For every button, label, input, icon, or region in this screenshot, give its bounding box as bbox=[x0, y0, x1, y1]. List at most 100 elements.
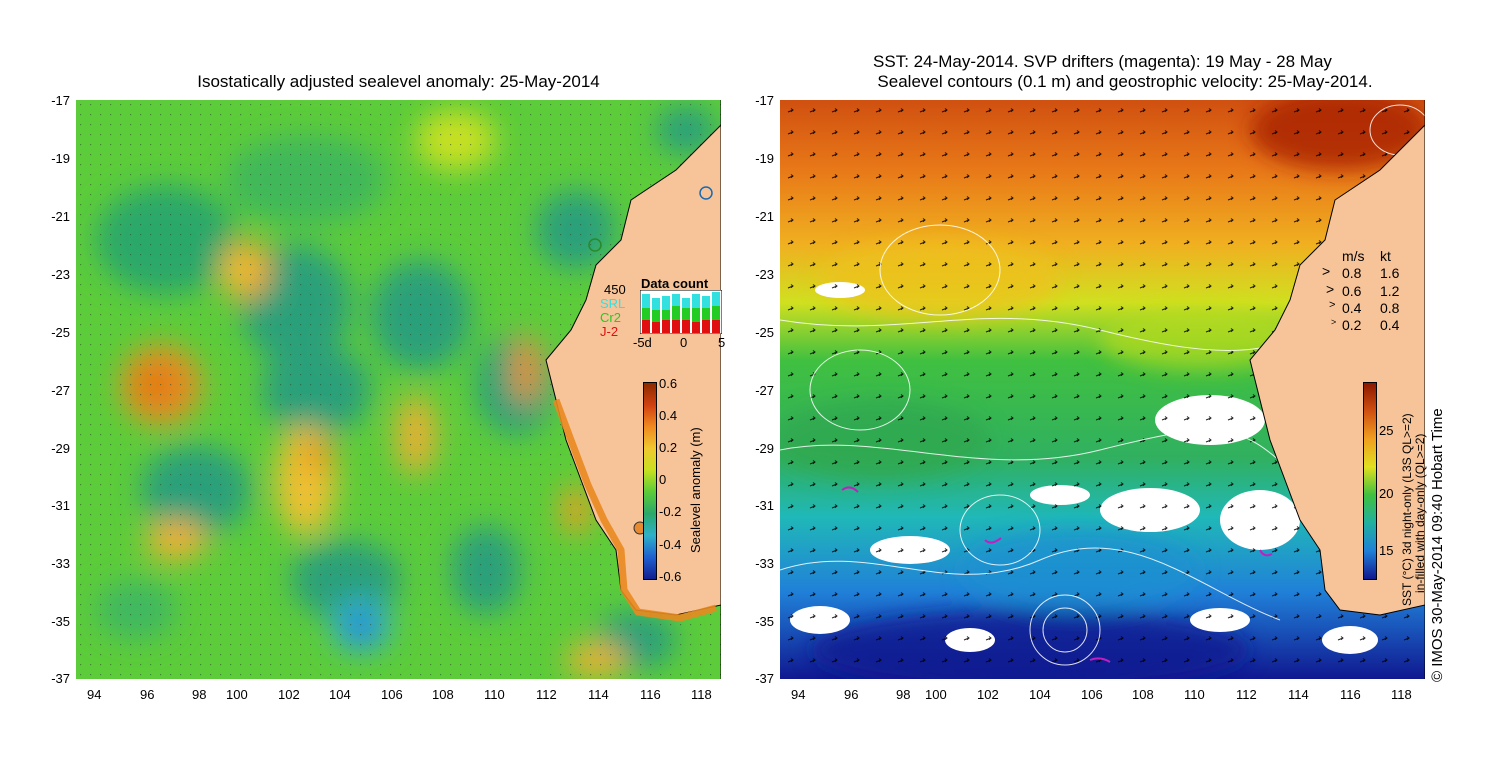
lat-tick: -37 bbox=[51, 671, 70, 686]
lat-tick: -19 bbox=[51, 151, 70, 166]
data-count-max: 450 bbox=[604, 282, 626, 297]
lat-tick: -37 bbox=[755, 671, 774, 686]
data-count-xtick: -5d bbox=[633, 335, 652, 350]
lon-tick: 104 bbox=[329, 687, 351, 702]
lat-tick: -29 bbox=[51, 441, 70, 456]
sst-map bbox=[780, 100, 1425, 679]
data-count-title: Data count bbox=[641, 276, 709, 291]
bar-stack bbox=[662, 296, 670, 333]
sealevel-anomaly-field bbox=[76, 100, 721, 679]
bar-stack bbox=[712, 292, 720, 333]
lon-tick: 118 bbox=[1391, 687, 1412, 702]
lon-tick: 110 bbox=[484, 687, 505, 702]
lat-tick: -33 bbox=[51, 556, 70, 571]
lat-tick: -21 bbox=[51, 209, 70, 224]
lon-tick: 116 bbox=[1340, 687, 1361, 702]
lat-tick: -25 bbox=[51, 325, 70, 340]
velocity-ms: 0.8 bbox=[1342, 265, 1362, 281]
sst-colorbar-tick: 15 bbox=[1379, 543, 1394, 558]
lat-tick: -33 bbox=[755, 556, 774, 571]
lon-tick: 98 bbox=[192, 687, 207, 702]
bar-stack bbox=[642, 294, 650, 333]
lat-tick: -19 bbox=[755, 151, 774, 166]
sst-field bbox=[780, 100, 1425, 679]
lon-tick: 104 bbox=[1029, 687, 1051, 702]
left-map-title: Isostatically adjusted sealevel anomaly:… bbox=[197, 72, 600, 91]
right-map-title-line1: SST: 24-May-2014. SVP drifters (magenta)… bbox=[873, 52, 1332, 71]
data-count-bars bbox=[640, 290, 722, 334]
velocity-ms: 0.6 bbox=[1342, 283, 1362, 299]
data-count-xtick: 5 bbox=[718, 335, 726, 350]
lat-tick: -29 bbox=[755, 441, 774, 456]
velocity-kt: 1.6 bbox=[1380, 265, 1400, 281]
colorbar-tick: 0 bbox=[659, 472, 667, 487]
sealevel-contours bbox=[780, 104, 1425, 666]
lat-tick: -23 bbox=[51, 267, 70, 282]
lat-tick: -23 bbox=[755, 267, 774, 282]
velocity-kt: 0.8 bbox=[1380, 300, 1400, 316]
lon-tick: 102 bbox=[278, 687, 300, 702]
lat-tick: -35 bbox=[51, 614, 70, 629]
velocity-header-kt: kt bbox=[1380, 248, 1391, 264]
svp-drifters bbox=[841, 486, 1273, 663]
lon-tick: 102 bbox=[977, 687, 999, 702]
lon-tick: 118 bbox=[691, 687, 712, 702]
sst-colorbar-label-line2: in-filled with day-only (QL>=2) bbox=[1413, 433, 1427, 593]
bar-stack bbox=[652, 298, 660, 333]
imos-credit: © IMOS 30-May-2014 09:40 Hobart Time bbox=[1429, 408, 1446, 682]
velocity-kt: 1.2 bbox=[1380, 283, 1400, 299]
lat-tick: -27 bbox=[51, 383, 70, 398]
colorbar-tick: -0.2 bbox=[659, 504, 682, 519]
velocity-kt: 0.4 bbox=[1380, 317, 1400, 333]
colorbar-tick: 0.2 bbox=[659, 440, 678, 455]
lat-tick: -17 bbox=[755, 93, 774, 108]
bar-stack bbox=[692, 294, 700, 333]
legend-j2: J-2 bbox=[600, 324, 619, 339]
sst-colorbar-tick: 20 bbox=[1379, 486, 1394, 501]
velocity-ms: 0.2 bbox=[1342, 317, 1362, 333]
lat-tick: -35 bbox=[755, 614, 774, 629]
lon-tick: 106 bbox=[381, 687, 403, 702]
lon-tick: 98 bbox=[896, 687, 911, 702]
lon-tick: 112 bbox=[536, 687, 557, 702]
velocity-arrow-icon: > bbox=[1322, 263, 1331, 279]
sealevel-anomaly-map bbox=[76, 100, 721, 679]
colorbar-tick: 0.6 bbox=[659, 376, 678, 391]
data-count-xtick: 0 bbox=[680, 335, 688, 350]
lon-tick: 112 bbox=[1236, 687, 1257, 702]
lon-tick: 116 bbox=[640, 687, 661, 702]
lat-tick: -17 bbox=[51, 93, 70, 108]
lon-tick: 114 bbox=[1288, 687, 1309, 702]
colorbar-tick: -0.4 bbox=[659, 537, 682, 552]
bar-stack bbox=[682, 298, 690, 333]
lon-tick: 96 bbox=[844, 687, 859, 702]
lon-tick: 100 bbox=[226, 687, 248, 702]
colorbar-tick: -0.6 bbox=[659, 569, 682, 584]
sealevel-colorbar-gradient bbox=[643, 382, 657, 580]
sst-colorbar-gradient bbox=[1363, 382, 1377, 580]
lon-tick: 100 bbox=[925, 687, 947, 702]
legend-cr2: Cr2 bbox=[600, 310, 621, 325]
lon-tick: 94 bbox=[87, 687, 102, 702]
sealevel-colorbar-label: Sealevel anomaly (m) bbox=[688, 427, 703, 553]
bar-stack bbox=[672, 294, 680, 333]
legend-srl: SRL bbox=[600, 296, 626, 311]
velocity-arrow-icon: > bbox=[1331, 317, 1337, 327]
lon-tick: 110 bbox=[1184, 687, 1205, 702]
velocity-ms: 0.4 bbox=[1342, 300, 1362, 316]
sst-colorbar-label-line1: SST (°C) 3d night-only (L3S QL>=2) bbox=[1400, 413, 1414, 606]
lat-tick: -31 bbox=[51, 498, 70, 513]
colorbar-tick: 0.4 bbox=[659, 408, 678, 423]
lat-tick: -25 bbox=[755, 325, 774, 340]
lon-tick: 108 bbox=[1132, 687, 1154, 702]
velocity-arrow-icon: > bbox=[1329, 299, 1336, 311]
right-map-title-line2: Sealevel contours (0.1 m) and geostrophi… bbox=[877, 72, 1373, 91]
lon-tick: 108 bbox=[432, 687, 454, 702]
velocity-header-ms: m/s bbox=[1342, 248, 1365, 264]
lat-tick: -27 bbox=[755, 383, 774, 398]
lat-tick: -31 bbox=[755, 498, 774, 513]
lat-tick: -21 bbox=[755, 209, 774, 224]
bar-stack bbox=[702, 296, 710, 333]
lon-tick: 114 bbox=[588, 687, 609, 702]
lon-tick: 96 bbox=[140, 687, 155, 702]
